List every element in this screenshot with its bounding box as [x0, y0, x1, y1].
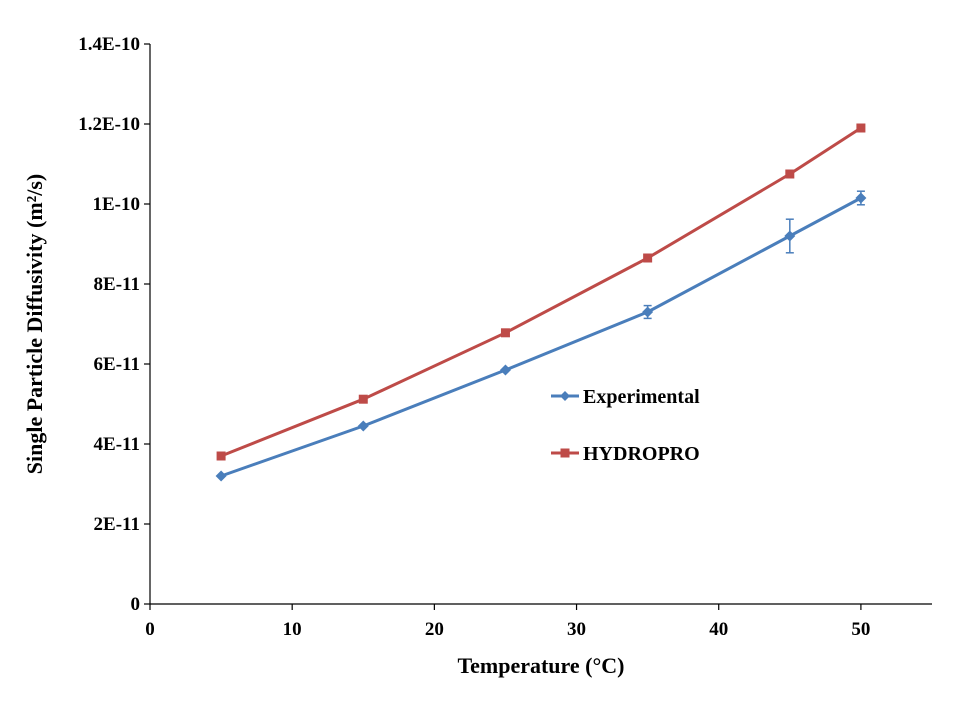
- legend-label-hydropro: HYDROPRO: [583, 443, 700, 465]
- y-tick-label: 1E-10: [93, 194, 141, 215]
- y-tick-label: 1.4E-10: [78, 34, 140, 55]
- series-layer: [215, 123, 867, 482]
- x-tick-label: 0: [145, 619, 155, 640]
- y-tick-label: 2E-11: [94, 514, 140, 535]
- series-experimental: [215, 190, 867, 482]
- data-point-hydropro: [216, 451, 226, 461]
- legend: Experimental HYDROPRO: [551, 386, 700, 465]
- legend-marker-hydropro: [560, 448, 570, 458]
- data-point-hydropro: [856, 123, 866, 133]
- x-axis-title: Temperature (°C): [457, 653, 624, 678]
- y-axis-title: Single Particle Diffusivity (m²/s): [22, 174, 47, 475]
- data-point-experimental: [642, 306, 654, 318]
- data-point-hydropro: [643, 253, 653, 263]
- x-tick-label: 50: [851, 619, 870, 640]
- legend-marker-experimental: [560, 391, 570, 401]
- y-tick-label: 0: [131, 594, 141, 615]
- data-point-hydropro: [358, 394, 368, 404]
- y-tick-label: 8E-11: [94, 274, 140, 295]
- legend-label-experimental: Experimental: [583, 386, 700, 408]
- x-tick-label: 10: [283, 619, 302, 640]
- series-line-hydropro: [220, 126, 862, 458]
- x-tick-label: 20: [425, 619, 444, 640]
- y-tick-label: 4E-11: [94, 434, 140, 455]
- axes: 0 2E-11 4E-11 6E-11 8E-11 1E-10 1.2E-10 1.4E-10…: [78, 34, 932, 640]
- data-point-hydropro: [785, 169, 795, 179]
- data-point-experimental: [215, 470, 227, 482]
- legend-entry-experimental: Experimental: [551, 386, 700, 408]
- data-point-hydropro: [500, 328, 510, 338]
- x-tick-label: 40: [709, 619, 728, 640]
- series-hydropro: [216, 123, 866, 461]
- data-point-experimental: [784, 230, 796, 242]
- data-point-experimental: [499, 364, 511, 376]
- x-tick-label: 30: [567, 619, 586, 640]
- data-point-experimental: [855, 192, 867, 204]
- y-tick-label: 1.2E-10: [78, 114, 140, 135]
- data-point-experimental: [357, 420, 369, 432]
- legend-entry-hydropro: HYDROPRO: [551, 443, 700, 465]
- y-tick-label: 6E-11: [94, 354, 140, 375]
- series-line-experimental: [220, 196, 862, 478]
